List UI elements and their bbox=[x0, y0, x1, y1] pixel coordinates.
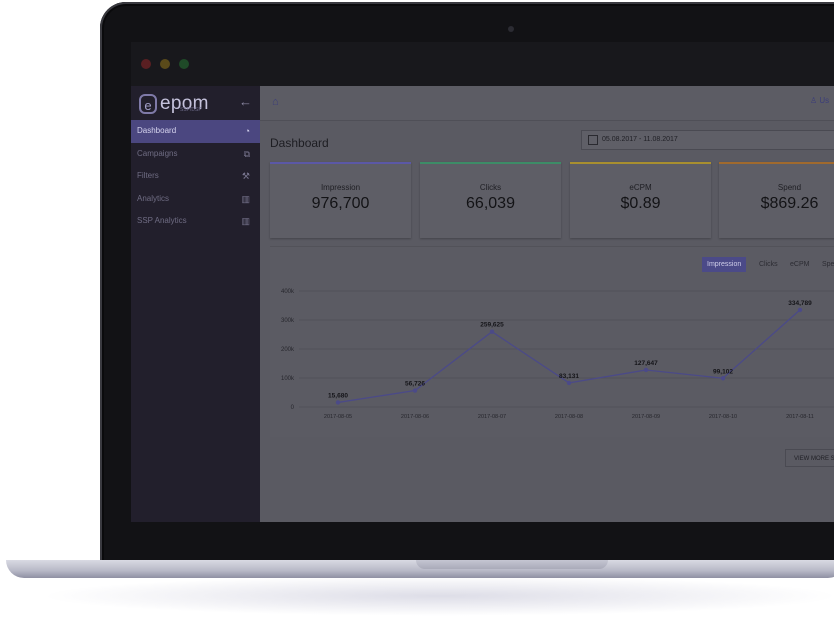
sidebar-item-label: SSP Analytics bbox=[137, 216, 187, 225]
bar-chart-icon: ▥ bbox=[241, 216, 250, 226]
stat-card-label: Clicks bbox=[479, 183, 502, 192]
copy-icon: ⧉ bbox=[243, 148, 250, 159]
series-line bbox=[337, 309, 801, 404]
y-tick-label: 400k bbox=[281, 289, 295, 295]
x-tick-label: 2017-08-09 bbox=[632, 414, 660, 420]
tab-clicks[interactable]: Clicks bbox=[759, 261, 778, 268]
x-tick-label: 2017-08-08 bbox=[555, 414, 583, 420]
camera-dot bbox=[508, 26, 514, 32]
page-title: Dashboard bbox=[270, 136, 329, 150]
tab-impression[interactable]: Impression bbox=[702, 257, 747, 272]
data-label: 99,102 bbox=[713, 368, 733, 375]
main-content: ⌂ ♙ Us Dashboard 05.08.2017 - 11.08.2017… bbox=[260, 86, 834, 522]
data-label: 56,726 bbox=[405, 381, 425, 388]
minimize-dot[interactable] bbox=[160, 59, 170, 69]
date-range-picker[interactable]: 05.08.2017 - 11.08.2017 bbox=[581, 130, 834, 150]
close-dot[interactable] bbox=[141, 59, 151, 69]
y-tick-label: 100k bbox=[281, 376, 295, 382]
window-chrome bbox=[131, 42, 834, 86]
y-tick-label: 300k bbox=[281, 318, 295, 324]
laptop-notch bbox=[416, 560, 608, 569]
data-point[interactable] bbox=[489, 329, 495, 334]
date-range-text: 05.08.2017 - 11.08.2017 bbox=[602, 136, 678, 143]
logo-text: epom bbox=[160, 93, 209, 114]
home-icon[interactable]: ⌂ bbox=[272, 96, 279, 108]
logo[interactable]: e epom bbox=[139, 92, 209, 116]
screen: e epom SSP/DSP ← Dashboard ◔ Campaigns ⧉… bbox=[131, 42, 834, 522]
tab-spend[interactable]: Spe bbox=[822, 261, 834, 268]
stat-card-label: Spend bbox=[777, 183, 802, 192]
sidebar-item-label: Campaigns bbox=[137, 148, 178, 158]
data-label: 259,625 bbox=[480, 322, 504, 329]
logo-icon: e bbox=[139, 94, 157, 114]
x-tick-label: 2017-08-10 bbox=[709, 414, 737, 420]
stat-card-value: 66,039 bbox=[466, 195, 515, 212]
data-point[interactable] bbox=[412, 388, 418, 393]
user-label: Us bbox=[819, 96, 830, 105]
sidebar-item-analytics[interactable]: Analytics ▥ bbox=[131, 188, 260, 211]
data-label: 127,647 bbox=[634, 360, 658, 367]
stat-card-impression: Impression 976,700 bbox=[270, 162, 411, 238]
x-tick-label: 2017-08-05 bbox=[324, 414, 352, 420]
stat-card-value: $0.89 bbox=[620, 195, 661, 212]
arrow-left-icon[interactable]: ← bbox=[239, 94, 252, 109]
y-tick-label: 0 bbox=[291, 405, 295, 411]
stat-card-accent bbox=[270, 162, 411, 164]
laptop-base bbox=[6, 560, 834, 578]
data-point[interactable] bbox=[335, 400, 341, 405]
x-tick-label: 2017-08-07 bbox=[478, 414, 506, 420]
data-point[interactable] bbox=[720, 376, 726, 381]
sidebar-item-dashboard[interactable]: Dashboard ◔ bbox=[131, 120, 260, 143]
x-tick-label: 2017-08-06 bbox=[401, 414, 429, 420]
data-label: 15,680 bbox=[328, 392, 348, 399]
stat-card-accent bbox=[570, 162, 711, 164]
data-label: 334,789 bbox=[788, 300, 812, 307]
sidebar-item-ssp-analytics[interactable]: SSP Analytics ▥ bbox=[131, 210, 260, 233]
maximize-dot[interactable] bbox=[179, 59, 189, 69]
top-bar: ⌂ ♙ Us bbox=[260, 86, 834, 121]
stat-card-value: 976,700 bbox=[311, 195, 370, 212]
stat-card-spend: Spend $869.26 bbox=[719, 162, 834, 238]
stat-card-label: eCPM bbox=[629, 183, 652, 192]
sidebar-item-label: Dashboard bbox=[137, 126, 177, 135]
tab-ecpm[interactable]: eCPM bbox=[790, 261, 810, 268]
data-point[interactable] bbox=[566, 380, 572, 386]
stat-card-clicks: Clicks 66,039 bbox=[420, 162, 561, 238]
sidebar-item-label: Filters bbox=[137, 171, 159, 180]
data-point[interactable] bbox=[643, 367, 649, 373]
data-label: 83,131 bbox=[559, 373, 579, 380]
bar-chart-icon: ▥ bbox=[241, 193, 250, 204]
stat-card-label: Impression bbox=[320, 183, 361, 192]
stat-card-accent bbox=[420, 162, 561, 164]
logo-subtitle: SSP/DSP bbox=[180, 107, 202, 113]
chart-panel bbox=[270, 246, 834, 437]
x-tick-label: 2017-08-11 bbox=[786, 414, 814, 420]
sidebar-menu: Dashboard ◔ Campaigns ⧉ Filters ⚒ Analyt… bbox=[131, 120, 260, 233]
calendar-icon bbox=[588, 135, 598, 145]
sidebar-item-campaigns[interactable]: Campaigns ⧉ bbox=[131, 143, 260, 166]
stat-card-accent bbox=[719, 162, 834, 164]
impression-line-chart: 400k 300k 200k 100k 0 15,680 2017-08-05 56,726 2… bbox=[281, 289, 834, 420]
stat-card-ecpm: eCPM $0.89 bbox=[570, 162, 711, 238]
data-point[interactable] bbox=[797, 307, 803, 313]
sidebar: e epom SSP/DSP ← Dashboard ◔ Campaigns ⧉… bbox=[131, 86, 260, 522]
dashboard-gauge-icon: ◔ bbox=[244, 126, 250, 136]
user-icon: ♙ bbox=[810, 96, 818, 105]
stat-card-value: $869.26 bbox=[760, 195, 819, 212]
wrench-icon: ⚒ bbox=[241, 171, 250, 181]
view-more-button[interactable]: VIEW MORE S bbox=[785, 449, 834, 467]
user-menu[interactable]: ♙ Us bbox=[810, 96, 829, 105]
sidebar-item-filters[interactable]: Filters ⚒ bbox=[131, 165, 260, 188]
sidebar-item-label: Analytics bbox=[137, 193, 170, 203]
laptop-shadow bbox=[40, 576, 834, 616]
y-tick-label: 200k bbox=[281, 347, 295, 353]
